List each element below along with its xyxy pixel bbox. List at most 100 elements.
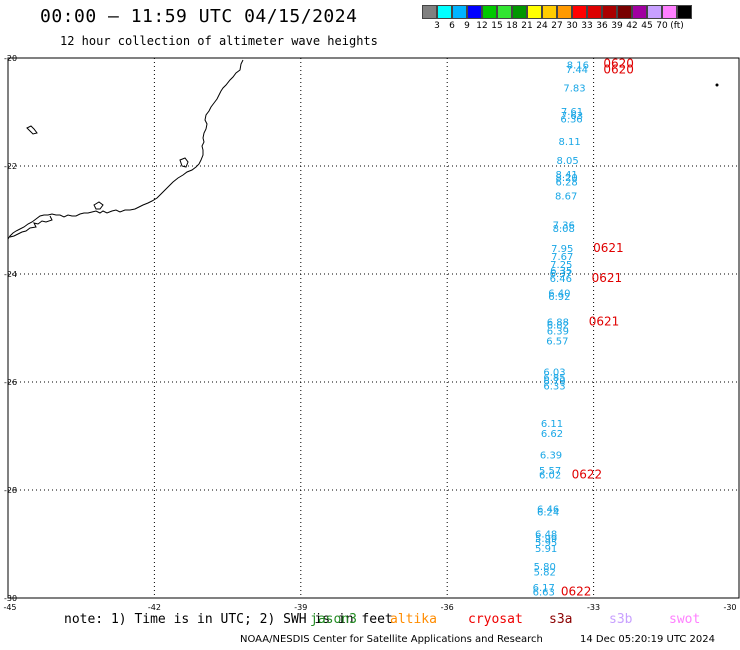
wave-height-label: 5.80 [534, 562, 556, 573]
legend-swatch [602, 5, 617, 19]
legend-swatch [422, 5, 437, 19]
mission-jason3: jason3 [310, 612, 357, 627]
mission-altika: altika [390, 612, 437, 627]
wave-height-label: 5.95 [535, 538, 557, 549]
legend-label: 18 [506, 21, 518, 31]
wave-height-label: 6.57 [546, 337, 568, 348]
coastal-inlet [9, 215, 53, 238]
coastline [7, 59, 719, 240]
lon-tick-label: -42 [148, 603, 161, 612]
wave-height-label: 5.82 [534, 567, 556, 578]
legend-swatch [527, 5, 542, 19]
wave-height-label: 6.46 [537, 505, 559, 516]
wave-height-label: 6.35 [550, 266, 572, 277]
wave-height-label: 7.25 [550, 260, 572, 271]
lon-tick-label: -33 [587, 603, 600, 612]
legend-label: 33 [581, 21, 593, 31]
wave-height-label: 6.24 [537, 507, 559, 518]
lat-tick-label: -28 [4, 486, 17, 495]
legend-label: 21 [521, 21, 533, 31]
legend-label: 27 [551, 21, 563, 31]
lon-tick-label: -36 [441, 603, 454, 612]
wave-height-label: 6.63 [533, 587, 555, 598]
wave-height-label: 6.02 [539, 471, 561, 482]
wave-height-label: 7.36 [553, 221, 575, 232]
legend-label: 45 [641, 21, 653, 31]
mission-s3b: s3b [609, 612, 633, 627]
wave-height-label: 7.61 [561, 107, 583, 118]
lon-tick-label: -30 [723, 603, 736, 612]
lat-tick-label: -30 [4, 594, 17, 603]
wave-height-label: 8.08 [553, 224, 575, 235]
pass-time-label: 0620 [603, 57, 634, 71]
lat-tick-label: -24 [4, 270, 17, 279]
wave-height-label: 7.83 [563, 83, 585, 94]
mission-swot: swot [669, 612, 701, 627]
wave-height-label: 6.17 [533, 583, 555, 594]
pass-time-label: 0621 [592, 271, 623, 285]
map-subtitle: 12 hour collection of altimeter wave hei… [60, 34, 378, 48]
legend-swatch [617, 5, 632, 19]
legend-swatch [542, 5, 557, 19]
legend-swatch [437, 5, 452, 19]
wave-height-label: 6.62 [541, 429, 563, 440]
wave-height-label: 6.46 [550, 274, 572, 285]
wave-height-label: 6.28 [556, 177, 578, 188]
legend-swatch [512, 5, 527, 19]
legend-swatch [647, 5, 662, 19]
legend-label: 70 [656, 21, 668, 31]
lat-tick-label: -20 [4, 54, 17, 63]
legend-swatch [572, 5, 587, 19]
mission-s3a: s3a [549, 612, 573, 627]
wave-height-label: 6.33 [543, 382, 565, 393]
wave-height-label: 7.95 [551, 244, 573, 255]
lat-lon-grid: -20-22-24-26-28-30-45 -42 -39 -36 -33 -30 [3, 54, 740, 612]
legend-label: (ft) [670, 21, 684, 31]
wave-height-label: 8.05 [557, 156, 579, 167]
island-east [715, 83, 719, 87]
pass-time-label: 0620 [603, 63, 634, 77]
legend-labels: 3 6 9 12 15 18 21 24 27 30 33 36 39 42 45 70 (ft) [422, 19, 692, 31]
color-legend: 3 6 9 12 15 18 21 24 27 30 33 36 39 42 45 70 (ft) [422, 5, 692, 31]
wave-height-label: 6.85 [543, 373, 565, 384]
wave-height-label: 6.82 [547, 321, 569, 332]
wave-height-label: 6.39 [547, 326, 569, 337]
pass-time-label: 0621 [589, 314, 620, 328]
wave-height-labels: 8.167.44 7.83 7.617.636.36 8.11 8.05 8.418.20… [533, 60, 589, 598]
brazil-coastline [7, 59, 244, 240]
wave-height-label: 8.67 [555, 191, 577, 202]
lat-tick-label: -26 [4, 378, 17, 387]
legend-label: 6 [449, 21, 455, 31]
wave-height-label: 6.79 [543, 377, 565, 388]
lat-tick-label: -22 [4, 162, 17, 171]
legend-swatches [422, 5, 692, 19]
wave-height-label: 6.36 [560, 114, 582, 125]
pass-time-label: 0621 [593, 241, 624, 255]
wave-height-label: 5.91 [535, 544, 557, 555]
legend-swatch [557, 5, 572, 19]
wave-height-label: 8.41 [556, 170, 578, 181]
legend-swatch [497, 5, 512, 19]
map-frame [7, 57, 740, 599]
legend-swatch [677, 5, 692, 19]
wave-height-label: 5.99 [535, 534, 557, 545]
lon-tick-label: -45 [3, 603, 16, 612]
legend-label: 15 [491, 21, 503, 31]
lon-tick-label: -39 [294, 603, 307, 612]
legend-label: 24 [536, 21, 548, 31]
legend-label: 30 [566, 21, 578, 31]
legend-label: 12 [476, 21, 488, 31]
wave-height-label: 6.40 [548, 289, 570, 300]
legend-swatch [467, 5, 482, 19]
wave-height-label: 6.39 [540, 451, 562, 462]
wave-height-label: 7.44 [566, 65, 588, 76]
legend-swatch [632, 5, 647, 19]
mission-cryosat: cryosat [468, 612, 523, 627]
wave-height-label: 6.48 [535, 530, 557, 541]
wave-height-label: 7.67 [551, 252, 573, 263]
wave-height-label: 6.11 [541, 419, 563, 430]
legend-label: 42 [626, 21, 638, 31]
legend-label: 36 [596, 21, 608, 31]
legend-swatch [482, 5, 497, 19]
